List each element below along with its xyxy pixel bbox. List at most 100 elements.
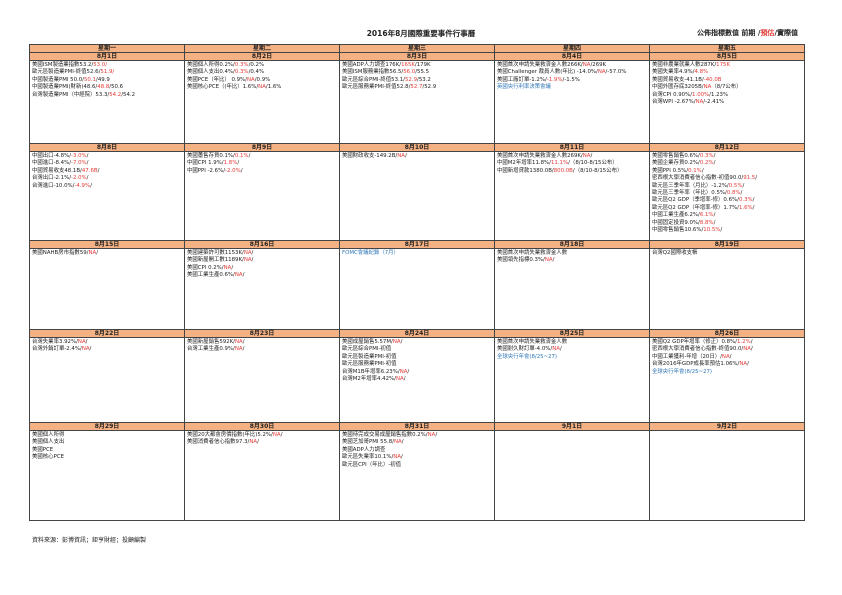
day-date: 8月12日 bbox=[650, 144, 804, 152]
predicted-value: -2.0% bbox=[71, 175, 87, 182]
event-line: 中國零售銷售10.6%/10.5%/ bbox=[652, 227, 803, 234]
meeting-event: 英國央行利率決策會議 bbox=[497, 84, 551, 91]
event-text: 美國首次申請失業救濟金人數269K/ bbox=[497, 153, 583, 159]
event-line: 台灣製造業PMI（中經院）53.3/54.2/54.2 bbox=[32, 92, 183, 99]
event-text: 美國PPI 0.5%/ bbox=[652, 167, 689, 174]
predicted-value: 4.8% bbox=[694, 69, 709, 76]
calendar-week-row: 8月1日 美國ISM製造業指數53.2/53.0/歐元區製造業PMI-終值52.6… bbox=[29, 52, 805, 144]
predicted-value: 8.8% bbox=[699, 219, 714, 226]
event-line: 美國成屋銷售5.57M/NA/ bbox=[342, 339, 493, 346]
event-line: 美國ISM服務業指數56.5/56.0/55.5 bbox=[342, 69, 493, 76]
event-line: 美國待完成交易成屋銷售指數0.2%/NA/ bbox=[342, 432, 493, 439]
event-text: 美國消費者信心指數97.3/ bbox=[187, 439, 250, 446]
event-line: 美國企業存貨0.2%/0.2%/ bbox=[652, 160, 803, 167]
event-text: 美國企業存貨0.2%/ bbox=[652, 160, 700, 167]
predicted-value: 53.0/ bbox=[93, 62, 108, 68]
event-line: 歐元區三季年率（年比）0.5%/0.8%/ bbox=[652, 190, 803, 197]
day-cell: 8月30日 美國20大都會房價指數(年比)5.2%/NA/美國消費者信心指數97.… bbox=[184, 422, 340, 521]
day-cell: 8月1日 美國ISM製造業指數53.2/53.0/歐元區製造業PMI-終值52.6… bbox=[29, 52, 185, 144]
event-text: 歐元區綜合PMI-終值53.1/ bbox=[342, 76, 405, 83]
predicted-value: 0.3% bbox=[738, 197, 753, 204]
event-text: 美國建築許可數1153K/ bbox=[187, 250, 244, 256]
event-text: 台灣出口-2.1%/ bbox=[32, 175, 72, 182]
day-events: 中國出口-4.8%/-3.0%/中國進口-8.4%/-7.0%/中國貿易收支48… bbox=[30, 152, 184, 240]
day-events: 美國首次申請失業救濟金人數266K/NA/269K 美國Challenger 裁員… bbox=[495, 61, 649, 143]
event-text: 中國PPI -2.6%/ bbox=[187, 167, 226, 174]
event-text: / bbox=[242, 346, 245, 353]
day-cell: 8月29日 美國個人所得 美國個人支出 美國PCE 美國核心PCE bbox=[29, 422, 185, 521]
event-text: 中國出口-4.8%/ bbox=[32, 153, 72, 159]
event-line: 中國製造業PMI 50.0/50.1/49.9 bbox=[32, 77, 183, 84]
predicted-value: 51.9/ bbox=[100, 69, 115, 76]
event-line: 美國貿易收支-41.1B/-40.0B bbox=[652, 77, 803, 84]
day-date: 8月15日 bbox=[30, 241, 184, 249]
event-text: / bbox=[552, 257, 555, 264]
event-text: 美國ISM服務業指數56.5/ bbox=[342, 69, 404, 76]
event-line: 美國首次申請失業救濟金人數 bbox=[497, 250, 648, 257]
day-events: 美國首次申請失業救濟金人數269K/NA/中國M2年增率11.8%/11.1%/… bbox=[495, 152, 649, 240]
predicted-value: NA bbox=[81, 346, 90, 353]
day-events: 美國ISM製造業指數53.2/53.0/歐元區製造業PMI-終值52.6/51.… bbox=[30, 61, 184, 143]
event-text: 中國新增貸款1380.0B/ bbox=[497, 167, 554, 174]
event-line: 美國個人支出0.4%/0.3%/0.4% bbox=[187, 69, 338, 76]
predicted-value: NA bbox=[399, 368, 408, 375]
event-line: 中國新增貸款1380.0B/800.0B/（8/10-8/15公布） bbox=[497, 168, 648, 175]
event-line: 中國工業獲利-年增（20日）/NA/ bbox=[652, 354, 803, 361]
event-line: 美國首次申請失業救濟金人數269K/NA/ bbox=[497, 153, 648, 160]
predicted-value: 1.00% bbox=[692, 91, 710, 98]
predicted-value: NA bbox=[234, 272, 243, 279]
predicted-value: 1.6% bbox=[738, 204, 753, 211]
predicted-value: -4.9% bbox=[74, 182, 91, 189]
day-cell: 8月25日 美國首次申請失業救濟金人數 美國耐久財訂單-4.0%/NA/全球央行年會… bbox=[494, 329, 650, 423]
predicted-value: NA bbox=[243, 257, 252, 264]
event-text: / bbox=[242, 339, 245, 345]
event-text: /1.23% bbox=[709, 91, 729, 98]
event-line: 美國PPI 0.5%/0.1%/ bbox=[652, 168, 803, 175]
event-line: 美國首次申請失業救濟金人數266K/NA/269K bbox=[497, 62, 648, 69]
event-text: /0.2% bbox=[248, 62, 265, 68]
event-line: 美國核心PCE bbox=[32, 454, 183, 461]
day-cell: 8月2日 美國個人所得0.2%/0.3%/0.2% 美國個人支出0.4%/0.3%/… bbox=[184, 52, 340, 144]
event-text: 中國工業獲利-年增（20日）/ bbox=[652, 353, 722, 360]
day-cell: 8月10日 美國財政收支-149.2B/NA/ bbox=[339, 143, 495, 241]
event-line: 歐元區Q2 GDP（年增率-修）1.7%/1.6%/ bbox=[652, 205, 803, 212]
event-line: 台灣工業生產0.9%/NA/ bbox=[187, 346, 338, 353]
day-events: 美國20大都會房價指數(年比)5.2%/NA/美國消費者信心指數97.3/NA/ bbox=[185, 431, 339, 520]
day-cell: 8月4日 美國首次申請失業救濟金人數266K/NA/269K 美國Challenge… bbox=[494, 52, 650, 144]
day-events: 美國零售銷售0.6%/0.3%/美國企業存貨0.2%/0.2%/美國PPI 0.… bbox=[650, 152, 804, 240]
predicted-value: NA bbox=[739, 361, 748, 368]
legend-suffix: /實際值 bbox=[774, 29, 798, 37]
event-text: / bbox=[750, 346, 753, 353]
event-text: / bbox=[248, 153, 251, 159]
predicted-value: -3.0% bbox=[71, 153, 87, 159]
predicted-value: 54.2 bbox=[109, 91, 122, 98]
event-line: 全球央行年會(8/25~27) bbox=[652, 369, 803, 376]
predicted-value: NA bbox=[721, 353, 730, 360]
day-events: 美國建築許可數1153K/NA/美國新屋開工數1189K/NA/美國CPI 0.… bbox=[185, 249, 339, 329]
event-text: / bbox=[729, 353, 732, 360]
event-text: 台灣失業率3.92%/ bbox=[32, 339, 78, 345]
day-cell: 8月15日 美國NAHB房市指數59/NA/ bbox=[29, 240, 185, 330]
event-text: /-2.41% bbox=[703, 99, 725, 106]
day-cell: 8月26日 美國Q2 GDP年增率（修正）0.8%/1.2%/密西根大學消費者信心… bbox=[649, 329, 805, 423]
day-date: 8月5日 bbox=[650, 53, 804, 61]
event-text: 美國NAHB房市指數59/ bbox=[32, 250, 89, 256]
event-text: /179K bbox=[414, 62, 431, 68]
day-date: 8月3日 bbox=[340, 53, 494, 61]
event-text: / bbox=[713, 153, 716, 159]
event-text: 密西根大學消費者信心指數-終值90.0/ bbox=[652, 346, 744, 353]
event-line: 美國失業率4.9%/4.8% bbox=[652, 69, 803, 76]
day-cell: 8月8日 中國出口-4.8%/-3.0%/中國進口-8.4%/-7.0%/中國貿易… bbox=[29, 143, 185, 241]
event-text: / bbox=[742, 182, 745, 189]
event-line: 密西根大學消費者信心指數-終值90.0/NA/ bbox=[652, 346, 803, 353]
event-line: 美國Challenger 裁員人數(年比) -14.0%/NA/-57.0% bbox=[497, 69, 648, 76]
legend-predicted: 預估 bbox=[760, 29, 775, 37]
event-text: / bbox=[401, 454, 403, 461]
event-line: 中國製造業PMI(財新)48.6/48.8/50.6 bbox=[32, 84, 183, 91]
day-cell: 8月17日 FOMC會議紀錄（7月） bbox=[339, 240, 495, 330]
weekday-fri: 星期五 bbox=[649, 44, 805, 53]
predicted-value: 10.5% bbox=[703, 227, 721, 234]
event-text: 美國PCE bbox=[32, 446, 54, 453]
event-text: /（8/10-8/15公布） bbox=[572, 167, 623, 174]
event-line: 台灣失業率3.92%/NA/ bbox=[32, 339, 183, 346]
